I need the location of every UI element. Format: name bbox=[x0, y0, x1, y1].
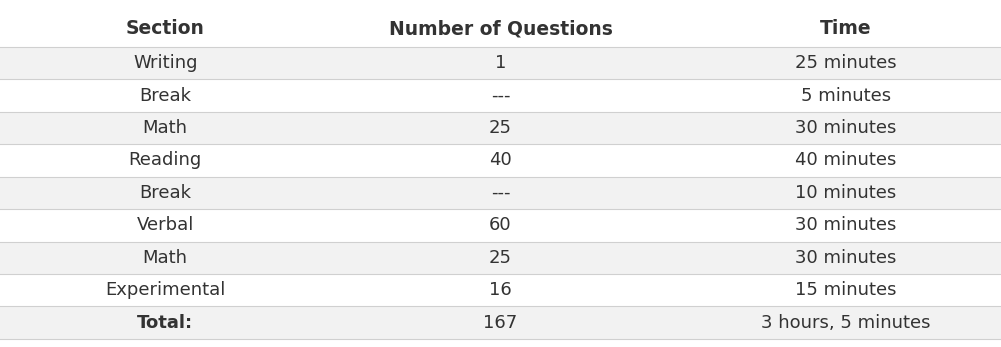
Bar bbox=[0, 47, 1001, 79]
Bar bbox=[0, 112, 1001, 144]
Text: Break: Break bbox=[139, 184, 191, 202]
Text: 16: 16 bbox=[489, 281, 512, 299]
Bar bbox=[0, 144, 1001, 177]
Text: Writing: Writing bbox=[133, 54, 197, 72]
Text: 167: 167 bbox=[483, 314, 518, 332]
Bar bbox=[0, 209, 1001, 242]
Text: 40 minutes: 40 minutes bbox=[795, 151, 897, 169]
Text: 30 minutes: 30 minutes bbox=[795, 119, 897, 137]
Text: ---: --- bbox=[490, 86, 511, 104]
Text: Reading: Reading bbox=[128, 151, 202, 169]
Text: 5 minutes: 5 minutes bbox=[801, 86, 891, 104]
Bar bbox=[0, 177, 1001, 209]
Text: 25: 25 bbox=[489, 249, 512, 267]
Text: Break: Break bbox=[139, 86, 191, 104]
Text: Total:: Total: bbox=[137, 314, 193, 332]
Text: Verbal: Verbal bbox=[136, 216, 194, 234]
Text: 15 minutes: 15 minutes bbox=[795, 281, 897, 299]
Text: Section: Section bbox=[126, 19, 204, 38]
Text: 25: 25 bbox=[489, 119, 512, 137]
Text: 10 minutes: 10 minutes bbox=[795, 184, 897, 202]
Text: 1: 1 bbox=[494, 54, 507, 72]
Bar bbox=[0, 242, 1001, 274]
Text: Experimental: Experimental bbox=[105, 281, 225, 299]
Text: 30 minutes: 30 minutes bbox=[795, 249, 897, 267]
Text: 25 minutes: 25 minutes bbox=[795, 54, 897, 72]
Text: 60: 60 bbox=[489, 216, 512, 234]
Bar bbox=[0, 10, 1001, 47]
Text: 30 minutes: 30 minutes bbox=[795, 216, 897, 234]
Bar bbox=[0, 306, 1001, 339]
Text: 40: 40 bbox=[489, 151, 512, 169]
Bar bbox=[0, 79, 1001, 112]
Text: Math: Math bbox=[143, 119, 187, 137]
Text: Time: Time bbox=[820, 19, 872, 38]
Text: 3 hours, 5 minutes: 3 hours, 5 minutes bbox=[761, 314, 931, 332]
Text: ---: --- bbox=[490, 184, 511, 202]
Text: Math: Math bbox=[143, 249, 187, 267]
Bar bbox=[0, 274, 1001, 306]
Text: Number of Questions: Number of Questions bbox=[388, 19, 613, 38]
